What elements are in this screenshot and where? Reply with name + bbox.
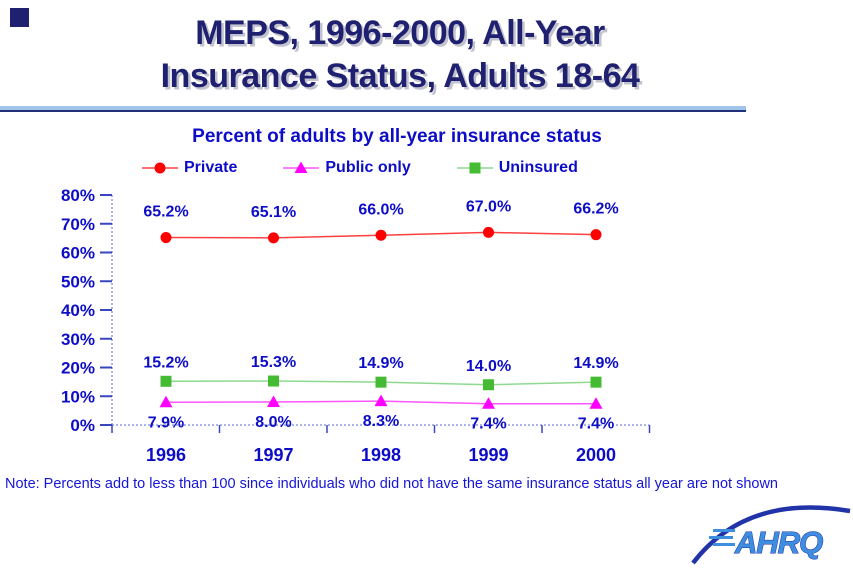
footnote: Note: Percents add to less than 100 sinc… — [5, 476, 778, 492]
y-axis-tick-label: 80% — [61, 186, 95, 205]
data-point-marker — [267, 395, 280, 407]
data-point-label: 15.3% — [251, 354, 296, 371]
data-point-marker — [589, 397, 603, 409]
data-point-marker — [375, 229, 387, 241]
slide-title-line-2: Insurance Status, Adults 18-64 — [160, 57, 640, 95]
data-point-marker — [483, 379, 494, 391]
data-point-marker — [268, 375, 279, 387]
logo-speed-line-icon — [713, 529, 735, 532]
y-axis-tick-label: 50% — [61, 272, 95, 291]
corner-decoration-square — [10, 8, 29, 27]
line-chart: 0% 10% 20% 30% 40% 50% 60% 70% 80% 1996 1997 1998 19… — [61, 186, 651, 465]
y-axis-tick-label: 20% — [61, 359, 95, 378]
legend-circle-marker-icon — [142, 162, 178, 174]
data-point-marker — [590, 376, 602, 388]
data-point-marker — [482, 397, 495, 409]
logo-speed-line-icon — [713, 543, 735, 546]
legend-item: Private — [142, 159, 237, 177]
legend-square-marker-icon — [456, 162, 493, 174]
x-axis-tick-label: 1997 — [253, 445, 293, 465]
x-axis-tick-label: 1996 — [146, 445, 186, 465]
logo-text: AHRQ — [734, 525, 823, 560]
logo-swoosh-icon — [691, 505, 851, 565]
legend-item: Public only — [283, 159, 411, 177]
data-point-label: 14.0% — [466, 358, 511, 375]
chart-legend: Private Public only Uninsured — [142, 159, 578, 177]
legend-item: Uninsured — [456, 159, 578, 177]
y-axis-tick-label: 30% — [61, 330, 95, 349]
data-point-label: 14.9% — [358, 355, 403, 372]
slide-title-line-1: MEPS, 1996-2000, All-Year — [195, 14, 605, 52]
data-point-label: 7.9% — [148, 414, 184, 431]
data-point-marker — [160, 375, 172, 387]
data-point-marker — [160, 232, 172, 244]
legend-label: Uninsured — [498, 159, 578, 176]
ahrq-logo: AHRQ — [691, 499, 851, 569]
data-point-marker — [268, 232, 279, 244]
slide-title: MEPS, 1996-2000, All-Year Insurance Stat… — [0, 12, 800, 98]
data-point-label: 65.2% — [143, 204, 188, 221]
y-axis-tick-label: 40% — [61, 301, 95, 320]
data-point-marker — [375, 376, 387, 388]
y-axis-tick-label: 0% — [70, 416, 95, 435]
data-point-label: 7.4% — [470, 416, 506, 433]
y-axis-tick-label: 70% — [61, 215, 95, 234]
data-point-marker — [374, 394, 388, 407]
data-point-marker — [590, 229, 602, 241]
data-point-label: 65.1% — [251, 204, 296, 221]
data-point-label: 67.0% — [466, 198, 511, 215]
data-point-marker — [159, 395, 173, 408]
data-point-label: 8.3% — [363, 413, 399, 430]
data-point-label: 15.2% — [143, 354, 188, 371]
ahrq-logo-graphic: AHRQ — [691, 505, 851, 565]
x-axis-tick-label: 1999 — [468, 445, 508, 465]
legend-label: Private — [184, 159, 238, 176]
data-point-label: 8.0% — [255, 414, 291, 431]
data-point-label: 66.0% — [358, 201, 403, 218]
data-point-marker — [483, 226, 494, 238]
y-axis-tick-label: 10% — [61, 387, 95, 406]
x-axis-tick-label: 2000 — [576, 445, 616, 465]
data-point-label: 7.4% — [578, 416, 614, 433]
data-point-label: 66.2% — [573, 201, 618, 218]
x-axis-tick-label: 1998 — [361, 445, 401, 465]
logo-speed-line-icon — [709, 536, 733, 539]
legend-label: Public only — [325, 159, 411, 176]
y-axis-tick-label: 60% — [61, 244, 95, 263]
chart-title: Percent of adults by all-year insurance … — [192, 126, 602, 147]
legend-triangle-marker-icon — [283, 161, 320, 173]
title-underline-rule — [0, 106, 746, 112]
data-point-label: 14.9% — [573, 355, 618, 372]
